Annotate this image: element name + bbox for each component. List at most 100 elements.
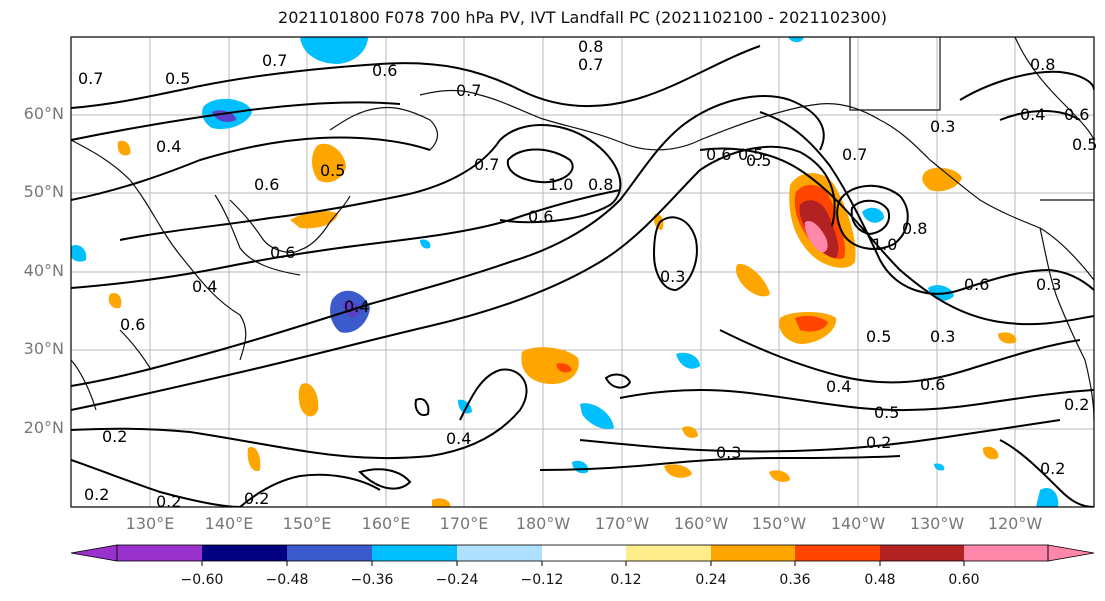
- colorbar-segment: [711, 545, 795, 561]
- contour-label: 0.5: [165, 69, 190, 88]
- colorbar-frame: [116, 544, 1049, 562]
- lon-label: 130°E: [125, 514, 175, 533]
- contour-label: 0.6: [528, 207, 553, 226]
- lon-label: 180°W: [515, 514, 571, 533]
- contour-label: 0.5: [1072, 135, 1097, 154]
- shade-positive: [312, 143, 346, 183]
- contour-label: 0.6: [254, 175, 279, 194]
- colorbar-segment: [542, 545, 626, 561]
- contour-label: 0.5: [746, 151, 771, 170]
- contour-label: 0.2: [102, 427, 127, 446]
- page-title: 2021101800 F078 700 hPa PV, IVT Landfall…: [278, 8, 887, 27]
- shade-positive: [922, 167, 962, 192]
- shade-positive: [769, 470, 790, 482]
- contour-label: 1.0: [548, 175, 573, 194]
- lon-label: 160°W: [673, 514, 729, 533]
- colorbar-tick-label: −0.60: [180, 572, 224, 588]
- contour-label: 0.6: [1064, 105, 1089, 124]
- contour-label: 0.7: [842, 145, 867, 164]
- colorbar-segment: [880, 545, 964, 561]
- shade-positive: [998, 332, 1017, 344]
- contour-label: 0.4: [446, 429, 471, 448]
- contour-label: 0.3: [1036, 275, 1061, 294]
- shade-negative: [1036, 487, 1059, 507]
- contour-label: 0.2: [156, 492, 181, 511]
- shade-positive: [117, 140, 131, 156]
- colorbar-segment: [117, 545, 202, 561]
- contour-label: 0.6: [964, 275, 989, 294]
- shade-extreme-positive: [804, 220, 828, 253]
- contour-label: 0.2: [244, 489, 269, 508]
- colorbar-tick-label: 0.60: [948, 572, 980, 588]
- colorbar-segment: [202, 545, 287, 561]
- shade-positive: [521, 347, 579, 384]
- contour-label: 1.0: [872, 235, 897, 254]
- contour-label: 0.3: [716, 443, 741, 462]
- contour-label: 0.7: [78, 69, 103, 88]
- shade-positive: [290, 211, 338, 229]
- colorbar-segment: [626, 545, 711, 561]
- lat-label: 40°N: [23, 261, 64, 280]
- lon-label: 150°E: [282, 514, 332, 533]
- colorbar-tick-label: 0.36: [779, 572, 811, 588]
- shade-strong-positive: [556, 363, 572, 373]
- colorbar-segment: [457, 545, 542, 561]
- contour-label: 0.6: [920, 375, 945, 394]
- shade-positive: [298, 383, 319, 417]
- lon-label: 140°W: [830, 514, 886, 533]
- shade-positive: [982, 446, 999, 460]
- contour-label: 0.5: [874, 403, 899, 422]
- colorbar-tick-label: −0.12: [520, 572, 564, 588]
- contour-label: 0.7: [456, 81, 481, 100]
- contour-label: 0.6: [270, 243, 295, 262]
- contour-label: 0.8: [1030, 55, 1055, 74]
- contour-label: 0.2: [866, 433, 891, 452]
- colorbar-tick-label: −0.36: [350, 572, 394, 588]
- contour-label: 0.6: [372, 61, 397, 80]
- shade-negative: [934, 463, 945, 471]
- shade-deep-negative: [342, 300, 360, 318]
- contour-label: 0.5: [866, 327, 891, 346]
- shade-positive: [247, 446, 261, 472]
- graticule: [71, 37, 1094, 507]
- contour-label: 0.3: [930, 117, 955, 136]
- contour-label: 0.8: [588, 175, 613, 194]
- contour-label: 0.7: [578, 55, 603, 74]
- lat-label: 30°N: [23, 339, 64, 358]
- lon-label: 140°E: [204, 514, 254, 533]
- contour-label: 0.4: [826, 377, 851, 396]
- shade-negative: [420, 239, 431, 249]
- lon-label: 150°W: [751, 514, 807, 533]
- colorbar: [70, 544, 1095, 566]
- contours: [71, 45, 1094, 507]
- contour-label: 0.4: [156, 137, 181, 156]
- contour-label: 0.3: [660, 267, 685, 286]
- lon-label: 120°W: [987, 514, 1043, 533]
- contour-label: 0.7: [474, 155, 499, 174]
- lat-label: 60°N: [23, 104, 64, 123]
- contour-label: 0.5: [738, 145, 763, 164]
- contour-label: 0.4: [192, 277, 217, 296]
- colorbar-segment: [372, 545, 457, 561]
- contour-label: 0.5: [320, 161, 345, 180]
- coastlines: [71, 37, 1094, 421]
- shade-negative: [862, 207, 884, 223]
- lon-label: 170°W: [594, 514, 650, 533]
- contour-label: 0.6: [706, 145, 731, 164]
- shade-negative: [458, 399, 472, 414]
- colorbar-segment: [964, 545, 1048, 561]
- colorbar-segment: [795, 545, 880, 561]
- colorbar-segment: [287, 545, 372, 561]
- lat-label: 20°N: [23, 418, 64, 437]
- contour-label: 0.4: [344, 297, 369, 316]
- shade-negative: [788, 37, 804, 43]
- map-frame: [70, 36, 1095, 508]
- shade-negative: [71, 244, 87, 262]
- shade-negative: [580, 403, 614, 430]
- contour-label: 0.6: [120, 315, 145, 334]
- colorbar-tick-label: 0.48: [864, 572, 896, 588]
- colorbar-tick-label: −0.48: [265, 572, 309, 588]
- shade-positive: [664, 464, 692, 478]
- contour-labels: 0.7 0.5 0.4 0.6 0.7 0.8 0.7 0.8 0.7 0.5 …: [78, 37, 1097, 511]
- lon-label: 130°W: [909, 514, 965, 533]
